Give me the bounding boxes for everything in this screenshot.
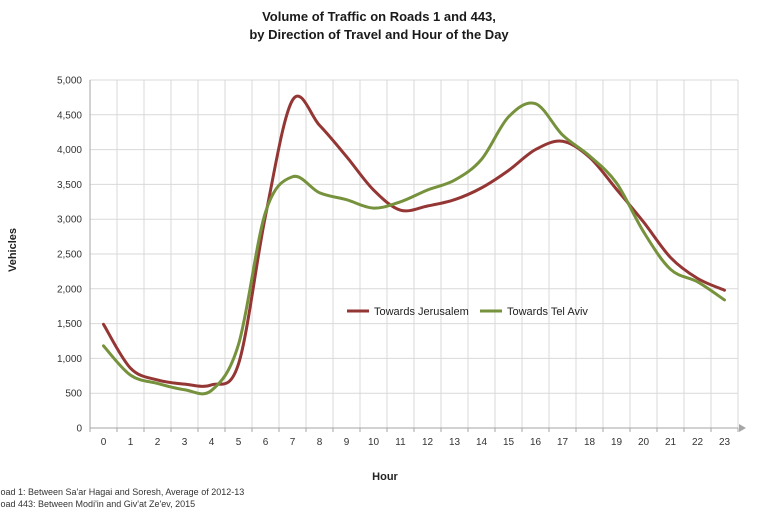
- y-tick-label: 1,000: [57, 354, 82, 365]
- x-tick-label: 3: [182, 437, 188, 448]
- x-tick-label: 9: [344, 437, 350, 448]
- legend-label-towards-tel-aviv: Towards Tel Aviv: [507, 306, 588, 318]
- x-tick-label: 11: [395, 437, 406, 448]
- y-tick-label: 0: [76, 424, 82, 435]
- x-tick-label: 5: [236, 437, 242, 448]
- x-tick-label: 0: [101, 437, 107, 448]
- series-lines: [102, 94, 726, 396]
- x-tick-label: 8: [317, 437, 323, 448]
- x-tick-label: 2: [155, 437, 161, 448]
- y-tick-label: 2,000: [57, 284, 82, 295]
- y-tick-label: 3,500: [57, 180, 82, 191]
- x-tick-label: 6: [263, 437, 269, 448]
- x-tick-label: 17: [557, 437, 569, 448]
- x-tick-label: 23: [719, 437, 731, 448]
- chart-title-line1: Volume of Traffic on Roads 1 and 443,: [262, 9, 496, 24]
- x-tick-labels: 0 1 2 3 4 5 6 7 8 9 10 11 12 13 14 15 16 17 18 19 20 21 22 23: [101, 437, 731, 448]
- series-line-towards-tel-aviv: [102, 101, 726, 396]
- y-tick-labels: 0 500 1,000 1,500 2,000 2,500 3,000 3,500 4,000 4…: [57, 76, 82, 435]
- gridlines: [90, 79, 739, 428]
- source-notes: Road 1: Between Sa'ar Hagai and Soresh, …: [0, 486, 244, 510]
- legend: Towards Jerusalem Towards Tel Aviv: [347, 306, 588, 318]
- x-tick-label: 22: [692, 437, 704, 448]
- y-tick-label: 4,000: [57, 145, 82, 156]
- axes: [89, 80, 746, 432]
- y-tick-label: 500: [65, 389, 82, 400]
- y-tick-label: 2,500: [57, 250, 82, 261]
- chart-title-line2: by Direction of Travel and Hour of the D…: [249, 27, 509, 42]
- note-road-1: Road 1: Between Sa'ar Hagai and Soresh, …: [0, 487, 245, 497]
- x-tick-label: 21: [665, 437, 677, 448]
- x-tick-label: 7: [290, 437, 296, 448]
- x-axis-arrow-icon: [739, 424, 746, 432]
- y-tick-label: 4,500: [57, 110, 82, 121]
- x-axis-title: Hour: [372, 471, 398, 483]
- x-tick-label: 12: [422, 437, 434, 448]
- y-tick-label: 1,500: [57, 319, 82, 330]
- x-tick-label: 13: [449, 437, 461, 448]
- y-tick-label: 3,000: [57, 215, 82, 226]
- x-tick-label: 16: [530, 437, 542, 448]
- x-tick-label: 20: [638, 437, 650, 448]
- x-tick-label: 15: [503, 437, 515, 448]
- x-tick-label: 10: [368, 437, 380, 448]
- x-tick-label: 4: [209, 437, 215, 448]
- y-axis-title: Vehicles: [7, 228, 19, 272]
- x-tick-label: 18: [584, 437, 596, 448]
- x-tick-label: 19: [611, 437, 623, 448]
- y-tick-label: 5,000: [57, 76, 82, 87]
- note-road-443: Road 443: Between Modi'in and Giv'at Ze'…: [0, 499, 196, 509]
- x-tick-label: 14: [476, 437, 488, 448]
- legend-label-towards-jerusalem: Towards Jerusalem: [374, 306, 469, 318]
- x-tick-label: 1: [128, 437, 134, 448]
